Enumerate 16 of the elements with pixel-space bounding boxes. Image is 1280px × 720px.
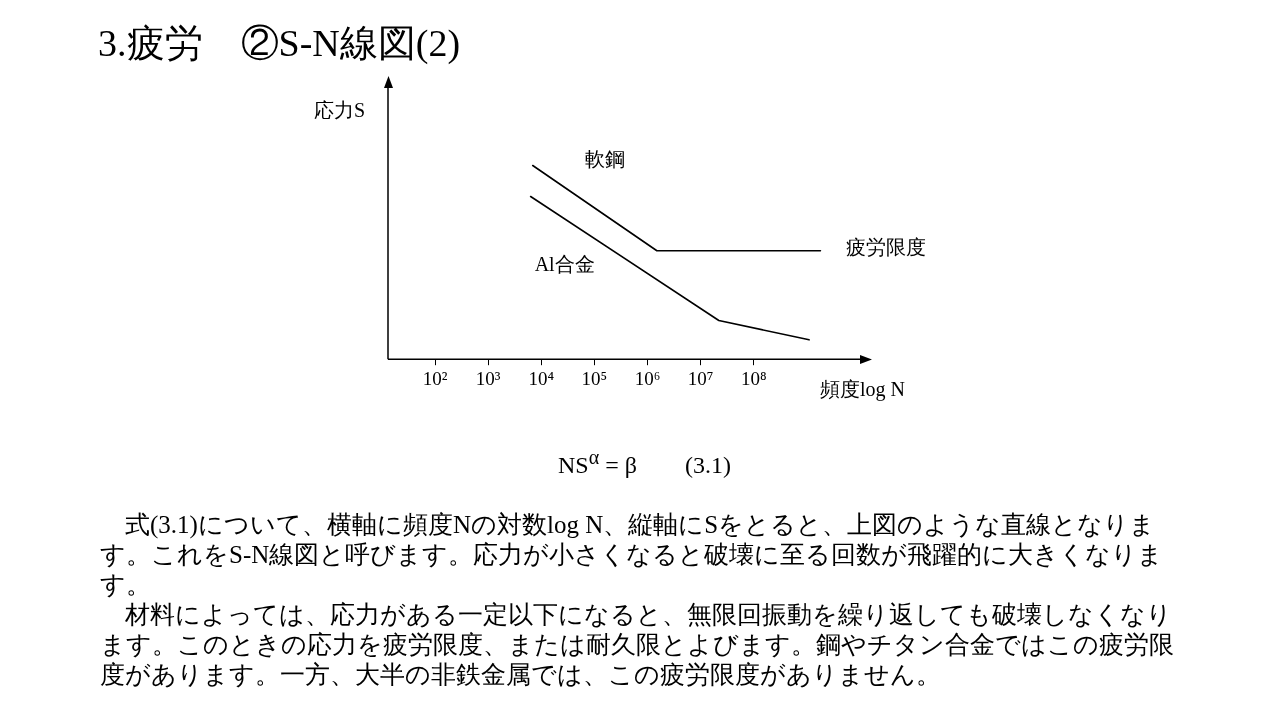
x-tick-label: 10³	[475, 367, 501, 389]
x-tick-label: 10⁷	[687, 367, 714, 389]
x-tick-label: 10²	[422, 367, 448, 389]
text: 式(3.1)について、横軸に頻度Nの対数log N、縦軸にSをとると、上図のような直線となります。これをS-N線図と呼びます。応力が小さくなると破壊に至る回数が飛躍的に大きくなります。	[100, 510, 1165, 600]
x-tick-label: 10⁶	[634, 367, 661, 389]
x-axis-title: 頻度log N	[820, 378, 905, 402]
chart-title: 3.疲労 ②S-N線図(2)	[98, 21, 461, 66]
x-tick-label: 10⁵	[581, 367, 608, 389]
series-label: 軟鋼	[584, 147, 625, 170]
y-axis-title: 応力S	[313, 99, 365, 122]
text: NS$^{α}$ = β (3.1)	[558, 446, 731, 480]
x-tick-label: 10⁴	[528, 367, 555, 389]
x-tick-label: 10⁸	[740, 367, 767, 389]
series-label: Al合金	[534, 252, 595, 275]
annotation: 疲労限度	[846, 235, 927, 258]
text: 材料によっては、応力がある一定以下になると、無限回振動を繰り返しても破壊しなくなります。このときの応力を疲労限度、または耐久限とよびます。鋼やチタン合金ではこの疲労限度があります。一方、大半の非鉄金属では、この疲労限度がありません。	[100, 600, 1175, 690]
